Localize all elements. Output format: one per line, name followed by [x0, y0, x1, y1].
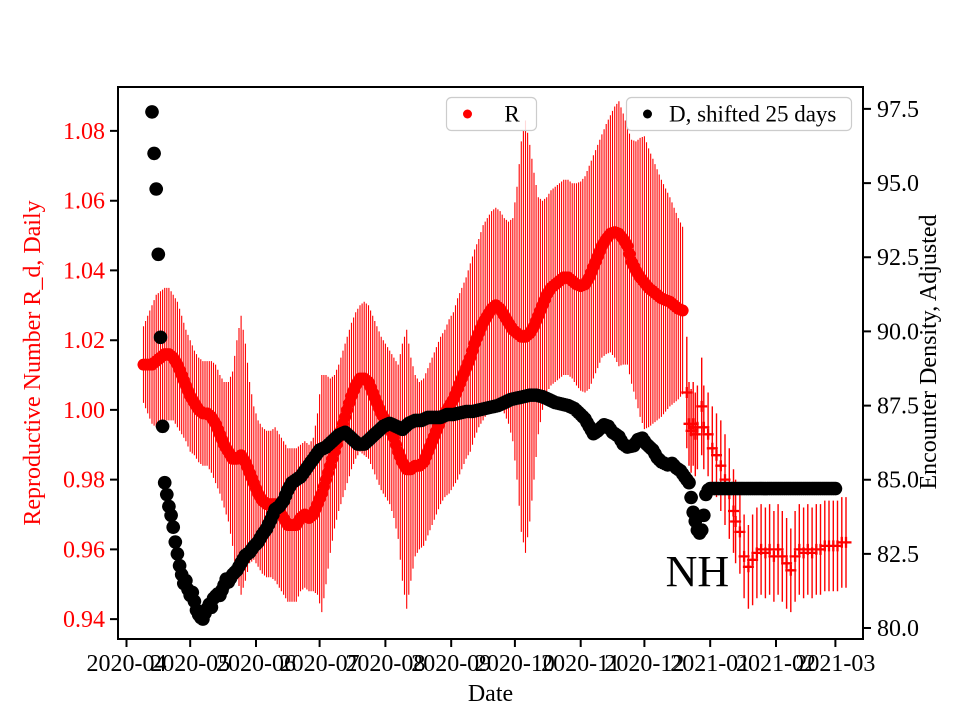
- x-tick-label: 2020-11: [541, 651, 620, 677]
- x-tick-label: 2021-01: [670, 651, 750, 677]
- x-tick-label: 2021-03: [795, 651, 875, 677]
- y-right-tick-label: 90.0: [877, 319, 919, 345]
- x-tick-label: 2021-02: [736, 651, 816, 677]
- series-r-plus-markers: [681, 387, 852, 576]
- y-right-tick-label: 95.0: [877, 171, 919, 197]
- plot-area: NH: [137, 101, 852, 626]
- y-right-tick-label: 85.0: [877, 468, 919, 494]
- y-left-tick-label: 0.98: [63, 468, 105, 494]
- y-left-tick-label: 1.00: [63, 398, 105, 424]
- y-left-tick-label: 0.94: [63, 607, 105, 633]
- x-tick-label: 2020-04: [87, 651, 167, 677]
- x-tick-label: 2020-05: [150, 651, 230, 677]
- y-right-tick-label: 82.5: [877, 542, 919, 568]
- legend-d-frame: [625, 96, 853, 132]
- y-right-tick-label: 87.5: [877, 394, 919, 420]
- y-left-tick-label: 1.06: [63, 189, 105, 215]
- y-right-axis-label: Encounter Density, Adjusted: [916, 214, 942, 489]
- x-tick-label: 2020-12: [604, 651, 684, 677]
- y-left-tick-label: 0.96: [63, 537, 105, 563]
- y-right-tick-label: 92.5: [877, 245, 919, 271]
- x-axis-label: Date: [468, 681, 513, 707]
- axis-ticks: [110, 107, 871, 647]
- legend-r-label: R: [504, 102, 520, 127]
- legend-r: R: [445, 96, 538, 132]
- y-right-tick-label: 80.0: [877, 616, 919, 642]
- x-tick-label: 2020-10: [475, 651, 555, 677]
- legend-r-marker-icon: [463, 109, 472, 119]
- y-left-axis-label: Reproductive Number R_d, Daily: [20, 200, 46, 525]
- legend-r-frame: [445, 96, 538, 132]
- y-left-tick-label: 1.04: [63, 258, 105, 284]
- y-left-tick-label: 1.08: [63, 119, 105, 145]
- legend-d: D, shifted 25 days: [625, 96, 853, 132]
- x-tick-label: 2020-09: [411, 651, 491, 677]
- y-left-tick-label: 1.02: [63, 328, 105, 354]
- legend-d-label: D, shifted 25 days: [669, 102, 836, 127]
- nh-annotation: NH: [666, 547, 730, 596]
- plot-frame: [117, 86, 864, 640]
- legend-d-marker-icon: [643, 109, 652, 119]
- x-tick-label: 2020-06: [216, 651, 296, 677]
- x-tick-label: 2020-08: [345, 651, 425, 677]
- y-right-tick-label: 97.5: [877, 97, 919, 123]
- series-d-markers: [145, 105, 843, 626]
- x-tick-label: 2020-07: [280, 651, 360, 677]
